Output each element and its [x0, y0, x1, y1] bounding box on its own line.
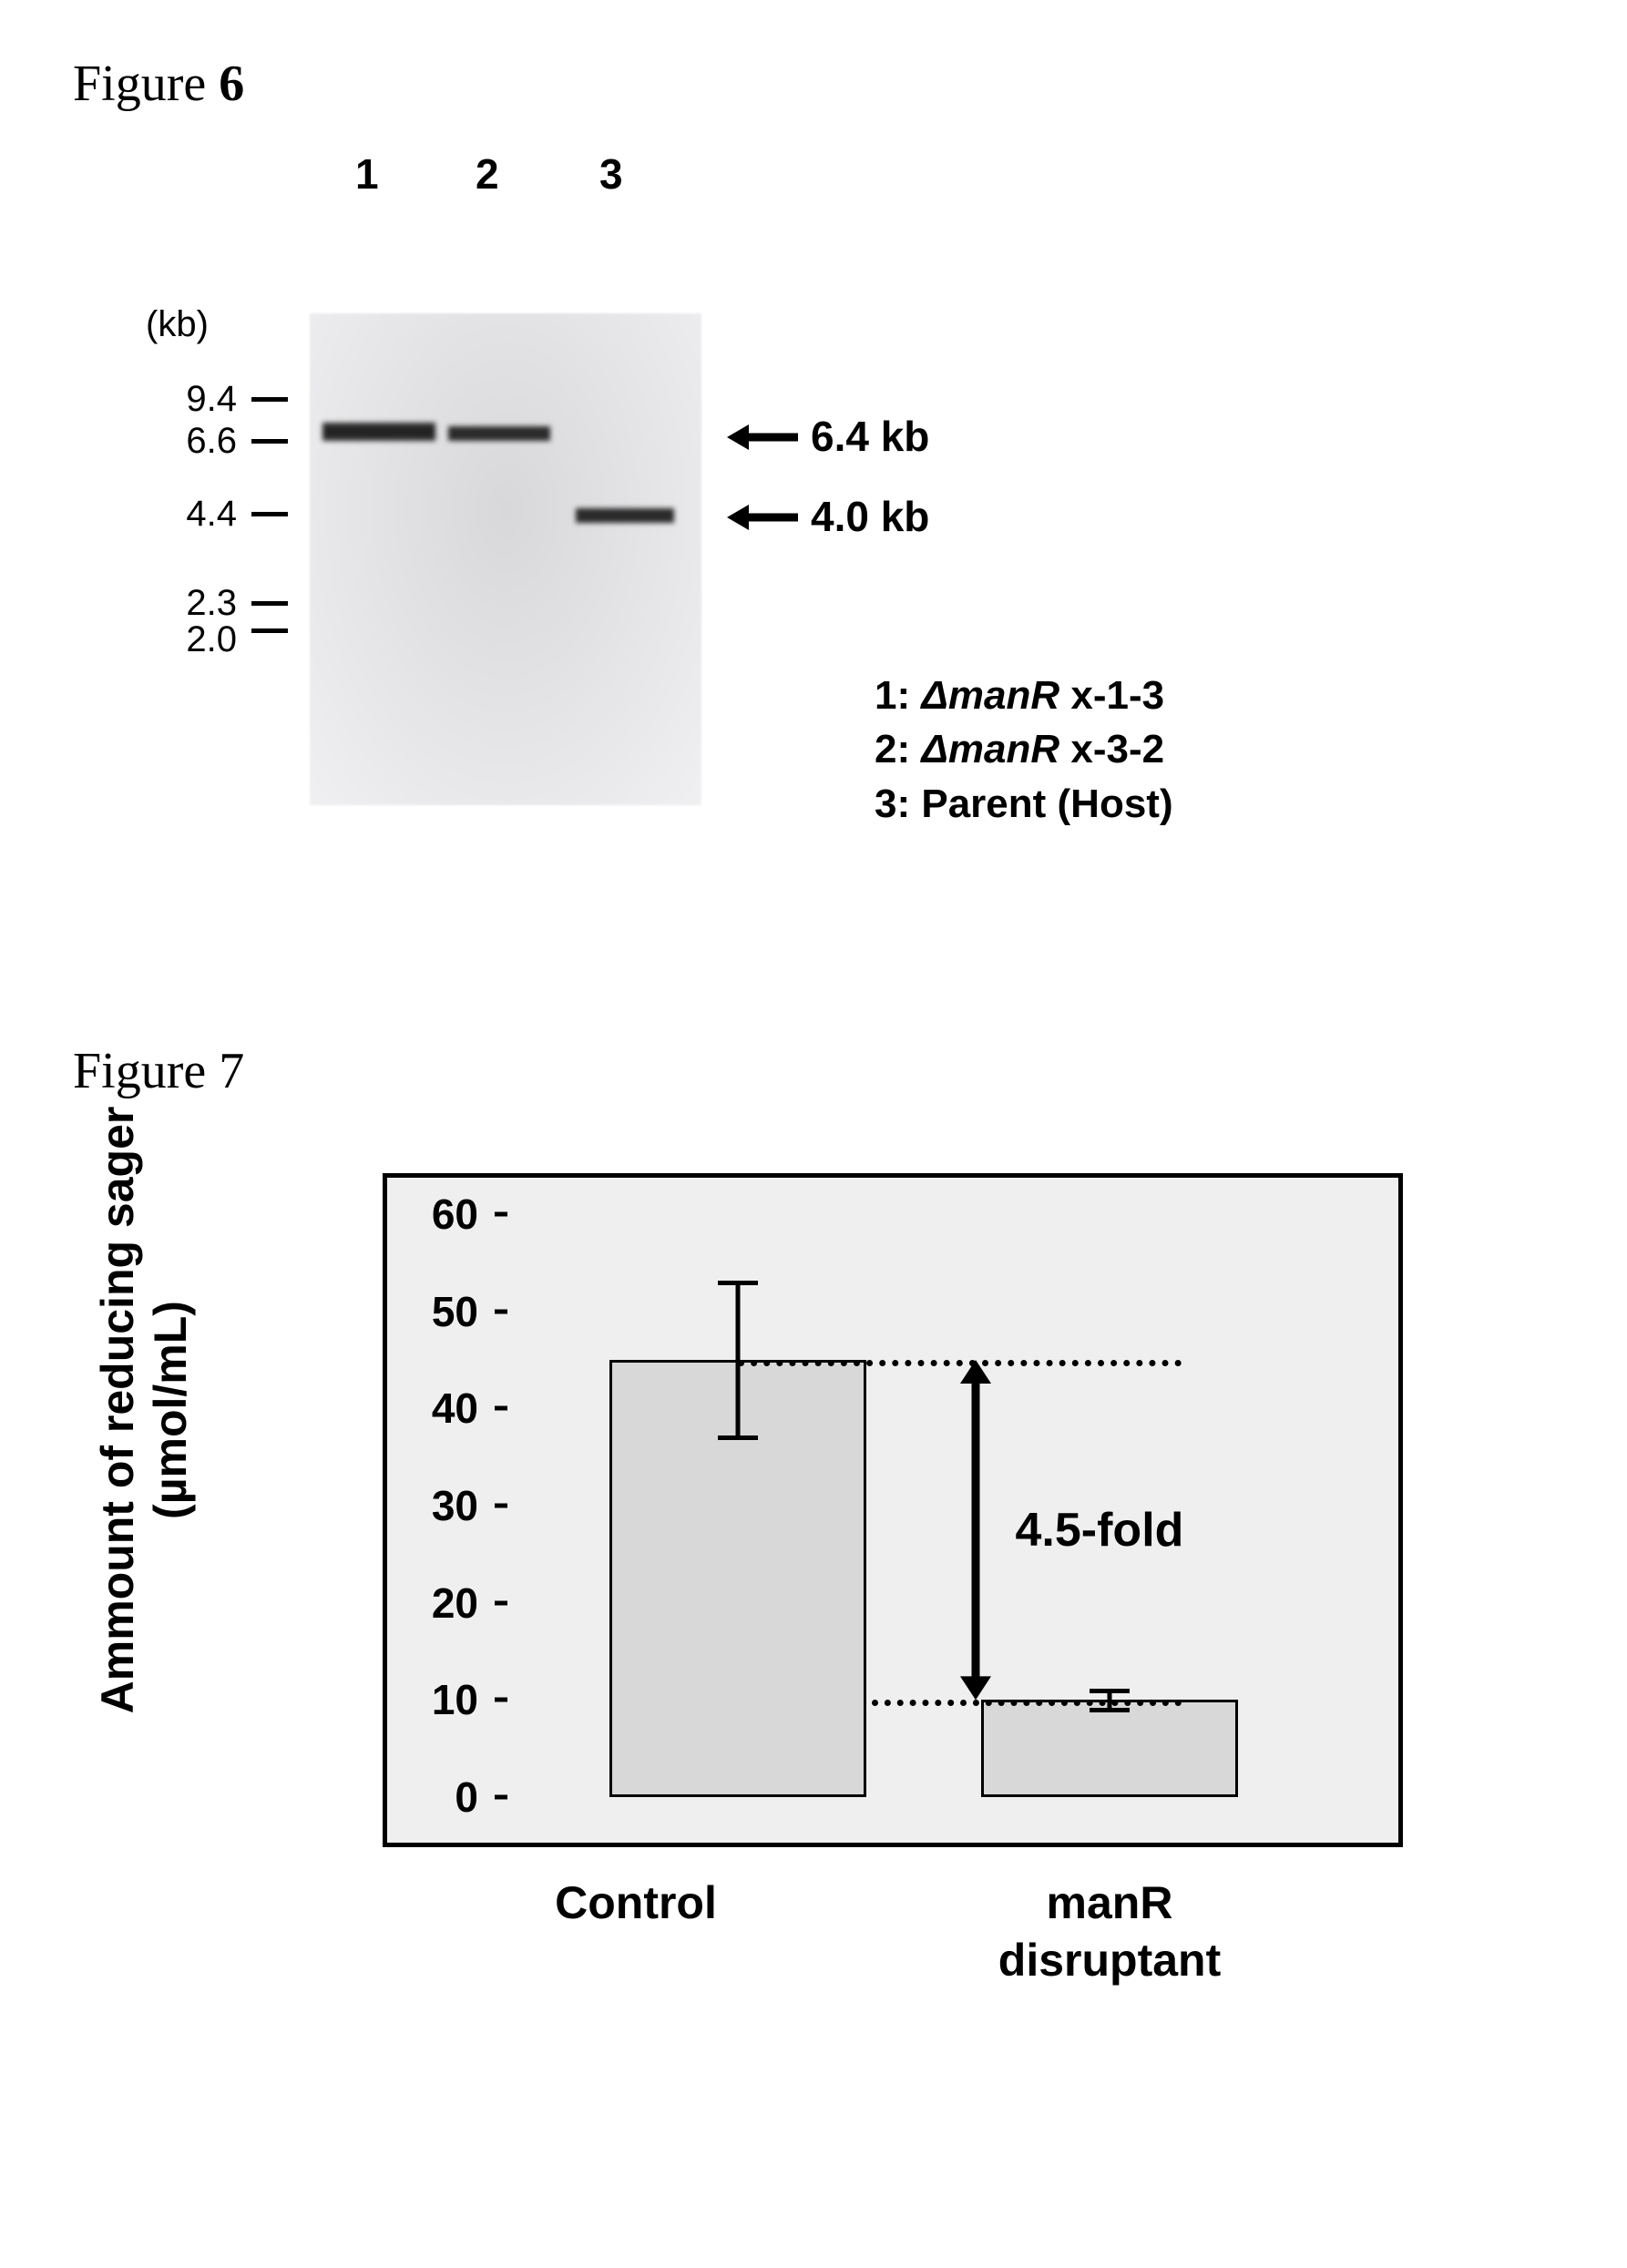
fig6-legend-row-2: 2: ΔmanR x-3-2 — [875, 722, 1173, 776]
fig6-marker-1: 6.6 — [155, 421, 237, 462]
fig6-lane-header-1: 1 — [355, 149, 379, 199]
fig7-ytick-5: 50 — [432, 1287, 478, 1336]
fig6-arrow-1-label: 6.4 kb — [811, 412, 929, 461]
figure6-label-num: 6 — [219, 56, 244, 112]
fig6-band-lane1 — [322, 423, 435, 441]
fig7-xlabel-0: Control — [499, 1875, 773, 1932]
fig6-marker-2: 4.4 — [155, 494, 237, 535]
fig6-kb-label: (kb) — [146, 304, 209, 345]
fig7-ylabel: Ammount of reducing sager (µmol/mL) — [91, 1064, 197, 1756]
fig6-lane-header-3: 3 — [599, 149, 623, 199]
figure7-label-num: 7 — [219, 1043, 244, 1099]
fig7-plot: 01020304050604.5-fold — [495, 1214, 1353, 1797]
fig7-dashed-1 — [872, 1700, 1181, 1706]
fig6-legend-1-rest: x-1-3 — [1059, 673, 1164, 718]
fig7-ytick-6: 60 — [432, 1190, 478, 1239]
fig6-marker-tick-4 — [251, 628, 288, 633]
fig7-double-arrow-icon — [953, 1360, 998, 1700]
fig7-xlabel-0-text: Control — [555, 1877, 717, 1928]
fig6-gel-bg — [310, 313, 701, 805]
fig7-xlabel-1: manRdisruptant — [964, 1875, 1255, 1988]
fig6-marker-3: 2.3 — [155, 583, 237, 624]
figure6-container: 1 2 3 (kb) 9.4 6.6 4.4 2.3 2.0 6.4 kb — [73, 149, 1554, 969]
fig7-bar-1 — [981, 1700, 1239, 1797]
fig6-marker-tick-1 — [251, 439, 288, 444]
fig7-ytick-2: 20 — [432, 1578, 478, 1628]
fig6-legend-2-italic: ΔmanR — [921, 727, 1059, 771]
fig6-arrow-2-icon — [727, 501, 800, 534]
fig7-fold-label: 4.5-fold — [1016, 1503, 1184, 1558]
fig6-legend-1-num: 1: — [875, 673, 910, 718]
fig6-legend: 1: ΔmanR x-1-3 2: ΔmanR x-3-2 3: Parent … — [875, 669, 1173, 831]
fig6-legend-3-num: 3: — [875, 782, 910, 826]
fig7-errbar-cap-0-0 — [718, 1281, 758, 1285]
fig6-legend-row-1: 1: ΔmanR x-1-3 — [875, 669, 1173, 722]
fig6-legend-row-3: 3: Parent (Host) — [875, 777, 1173, 831]
fig6-marker-tick-3 — [251, 601, 288, 606]
fig6-marker-tick-0 — [251, 397, 288, 402]
figure6-label: Figure 6 — [73, 55, 1554, 113]
fig6-lane-header-2: 2 — [476, 149, 499, 199]
fig6-arrow-2-label: 4.0 kb — [811, 492, 929, 541]
fig6-marker-tick-2 — [251, 512, 288, 516]
fig6-legend-2-num: 2: — [875, 727, 910, 771]
fig6-marker-4: 2.0 — [155, 619, 237, 660]
fig7-ytick-3: 30 — [432, 1481, 478, 1530]
fig7-ytick-1: 10 — [432, 1675, 478, 1724]
fig7-ylabel-line1: Ammount of reducing sager — [92, 1107, 143, 1714]
figure7-container: Ammount of reducing sager (µmol/mL) 0102… — [73, 1137, 1554, 2139]
fig7-ylabel-line2: (µmol/mL) — [144, 1064, 197, 1756]
fig6-legend-2-rest: x-3-2 — [1059, 727, 1164, 771]
fig6-band-lane2 — [448, 426, 550, 441]
figure6-label-prefix: Figure — [73, 56, 219, 112]
fig6-legend-3-rest: Parent (Host) — [921, 782, 1172, 826]
fig7-errbar-cap-1-0 — [1090, 1689, 1130, 1693]
fig6-legend-1-italic: ΔmanR — [921, 673, 1059, 718]
fig6-marker-0: 9.4 — [155, 379, 237, 420]
fig7-errbar-cap-0-1 — [718, 1435, 758, 1440]
fig7-ytick-0: 0 — [455, 1773, 478, 1822]
fig7-errbar-cap-1-1 — [1090, 1708, 1130, 1712]
figure7-label: Figure 7 — [73, 1042, 1554, 1100]
fig6-band-lane3 — [576, 508, 674, 523]
fig7-ytick-4: 40 — [432, 1384, 478, 1433]
fig7-chart-frame: 0 10 20 30 40 50 60 4.5-fold — [383, 1173, 1403, 1847]
fig6-arrow-1-icon — [727, 421, 800, 454]
